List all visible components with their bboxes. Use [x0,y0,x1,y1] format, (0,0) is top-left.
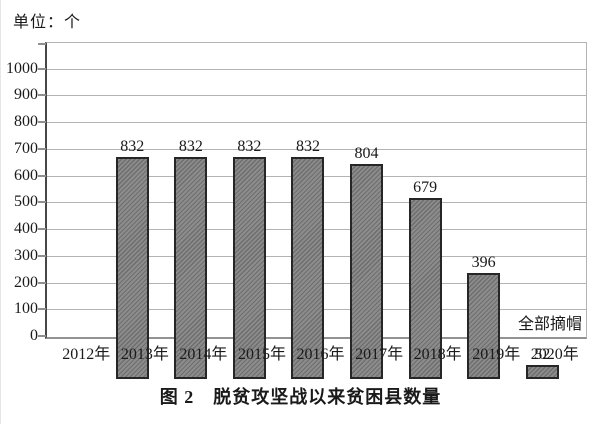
bar-2016年 [350,164,384,379]
bar-cell-2017年: 679 [396,85,455,379]
y-tick-label-500: 500 [14,193,38,211]
x-tick-label-2016年: 2016年 [296,346,345,363]
bar-2019年 [525,365,559,379]
bar-cell-2014年: 832 [220,85,279,379]
y-tick-label-200: 200 [14,273,38,291]
plot-area: 832 832 832 832 804 679 396 52 全部摘帽 [38,42,587,379]
y-axis-labels: 0 100 200 300 400 500 600 700 800 900 1000 [1,42,38,343]
x-tick-label-2015年: 2015年 [237,346,286,363]
bar-cell-2015年: 832 [279,85,338,379]
y-axis-unit-label: 单位：个 [13,14,82,31]
bar-value-label-2019年: 52 [534,346,551,363]
bar-cell-2012年: 832 [103,85,162,379]
y-tick-600 [38,174,46,177]
bar-cell-2019年: 52 [513,85,572,379]
y-tick-label-900: 900 [14,86,38,104]
y-tick-label-1000: 1000 [6,59,38,77]
y-tick-label-800: 800 [14,113,38,131]
bar-cell-2020年 [572,85,600,379]
gridline-900 [47,95,586,97]
bars-row: 832 832 832 832 804 679 396 52 [103,85,600,379]
x-tick-label-2014年: 2014年 [179,346,228,363]
bar-cell-2018年: 396 [454,85,513,379]
bar-value-label-2018年: 396 [471,254,496,271]
x-tick-label-2019年: 2019年 [472,346,521,363]
bar-value-label-2014年: 832 [237,138,262,155]
gridline-700 [47,148,586,150]
bar-value-label-2012年: 832 [120,138,145,155]
y-tick-label-400: 400 [14,220,38,238]
bar-value-label-2015年: 832 [295,138,320,155]
y-tick-200 [38,281,46,284]
y-tick-800 [38,121,46,124]
bar-cell-2013年: 832 [162,85,221,379]
x-tick-label-2018年: 2018年 [413,346,462,363]
y-tick-1100 [38,43,46,45]
figure-caption: 图 2 脱贫攻坚战以来贫困县数量 [159,387,442,407]
y-tick-700 [38,147,46,150]
gridline-1000 [47,68,586,70]
bar-2013年 [174,157,208,379]
bar-value-label-2017年: 679 [413,179,438,196]
x-axis-labels: 2012年 2013年 2014年 2015年 2016年 2017年 2018年 2019年… [57,340,584,364]
y-tick-label-100: 100 [14,300,38,318]
x-tick-label-2017年: 2017年 [355,346,404,363]
y-tick-900 [38,94,46,97]
y-tick-100 [38,308,46,311]
bar-2017年 [408,198,442,379]
bar-2014年 [232,157,266,379]
annotation-label: 全部摘帽 [517,316,582,333]
bar-2012年 [115,157,149,379]
bar-2018年 [467,273,501,379]
gridline-800 [47,122,586,124]
x-tick-label-2020年: 2020年 [530,346,579,363]
y-tick-400 [38,228,46,231]
bar-cell-2016年: 804 [337,85,396,379]
bar-value-label-2016年: 804 [354,145,379,162]
y-tick-label-600: 600 [14,166,38,184]
bar-value-label-2013年: 832 [178,138,203,155]
bar-2015年 [291,157,325,379]
y-tick-label-700: 700 [14,139,38,157]
y-tick-300 [38,254,46,257]
y-tick-0 [38,335,46,337]
x-tick-label-2012年: 2012年 [62,346,111,363]
x-tick-label-2013年: 2013年 [120,346,169,363]
y-tick-500 [38,201,46,204]
y-tick-1000 [38,67,46,70]
y-tick-label-300: 300 [14,246,38,264]
y-tick-label-0: 0 [30,327,38,344]
